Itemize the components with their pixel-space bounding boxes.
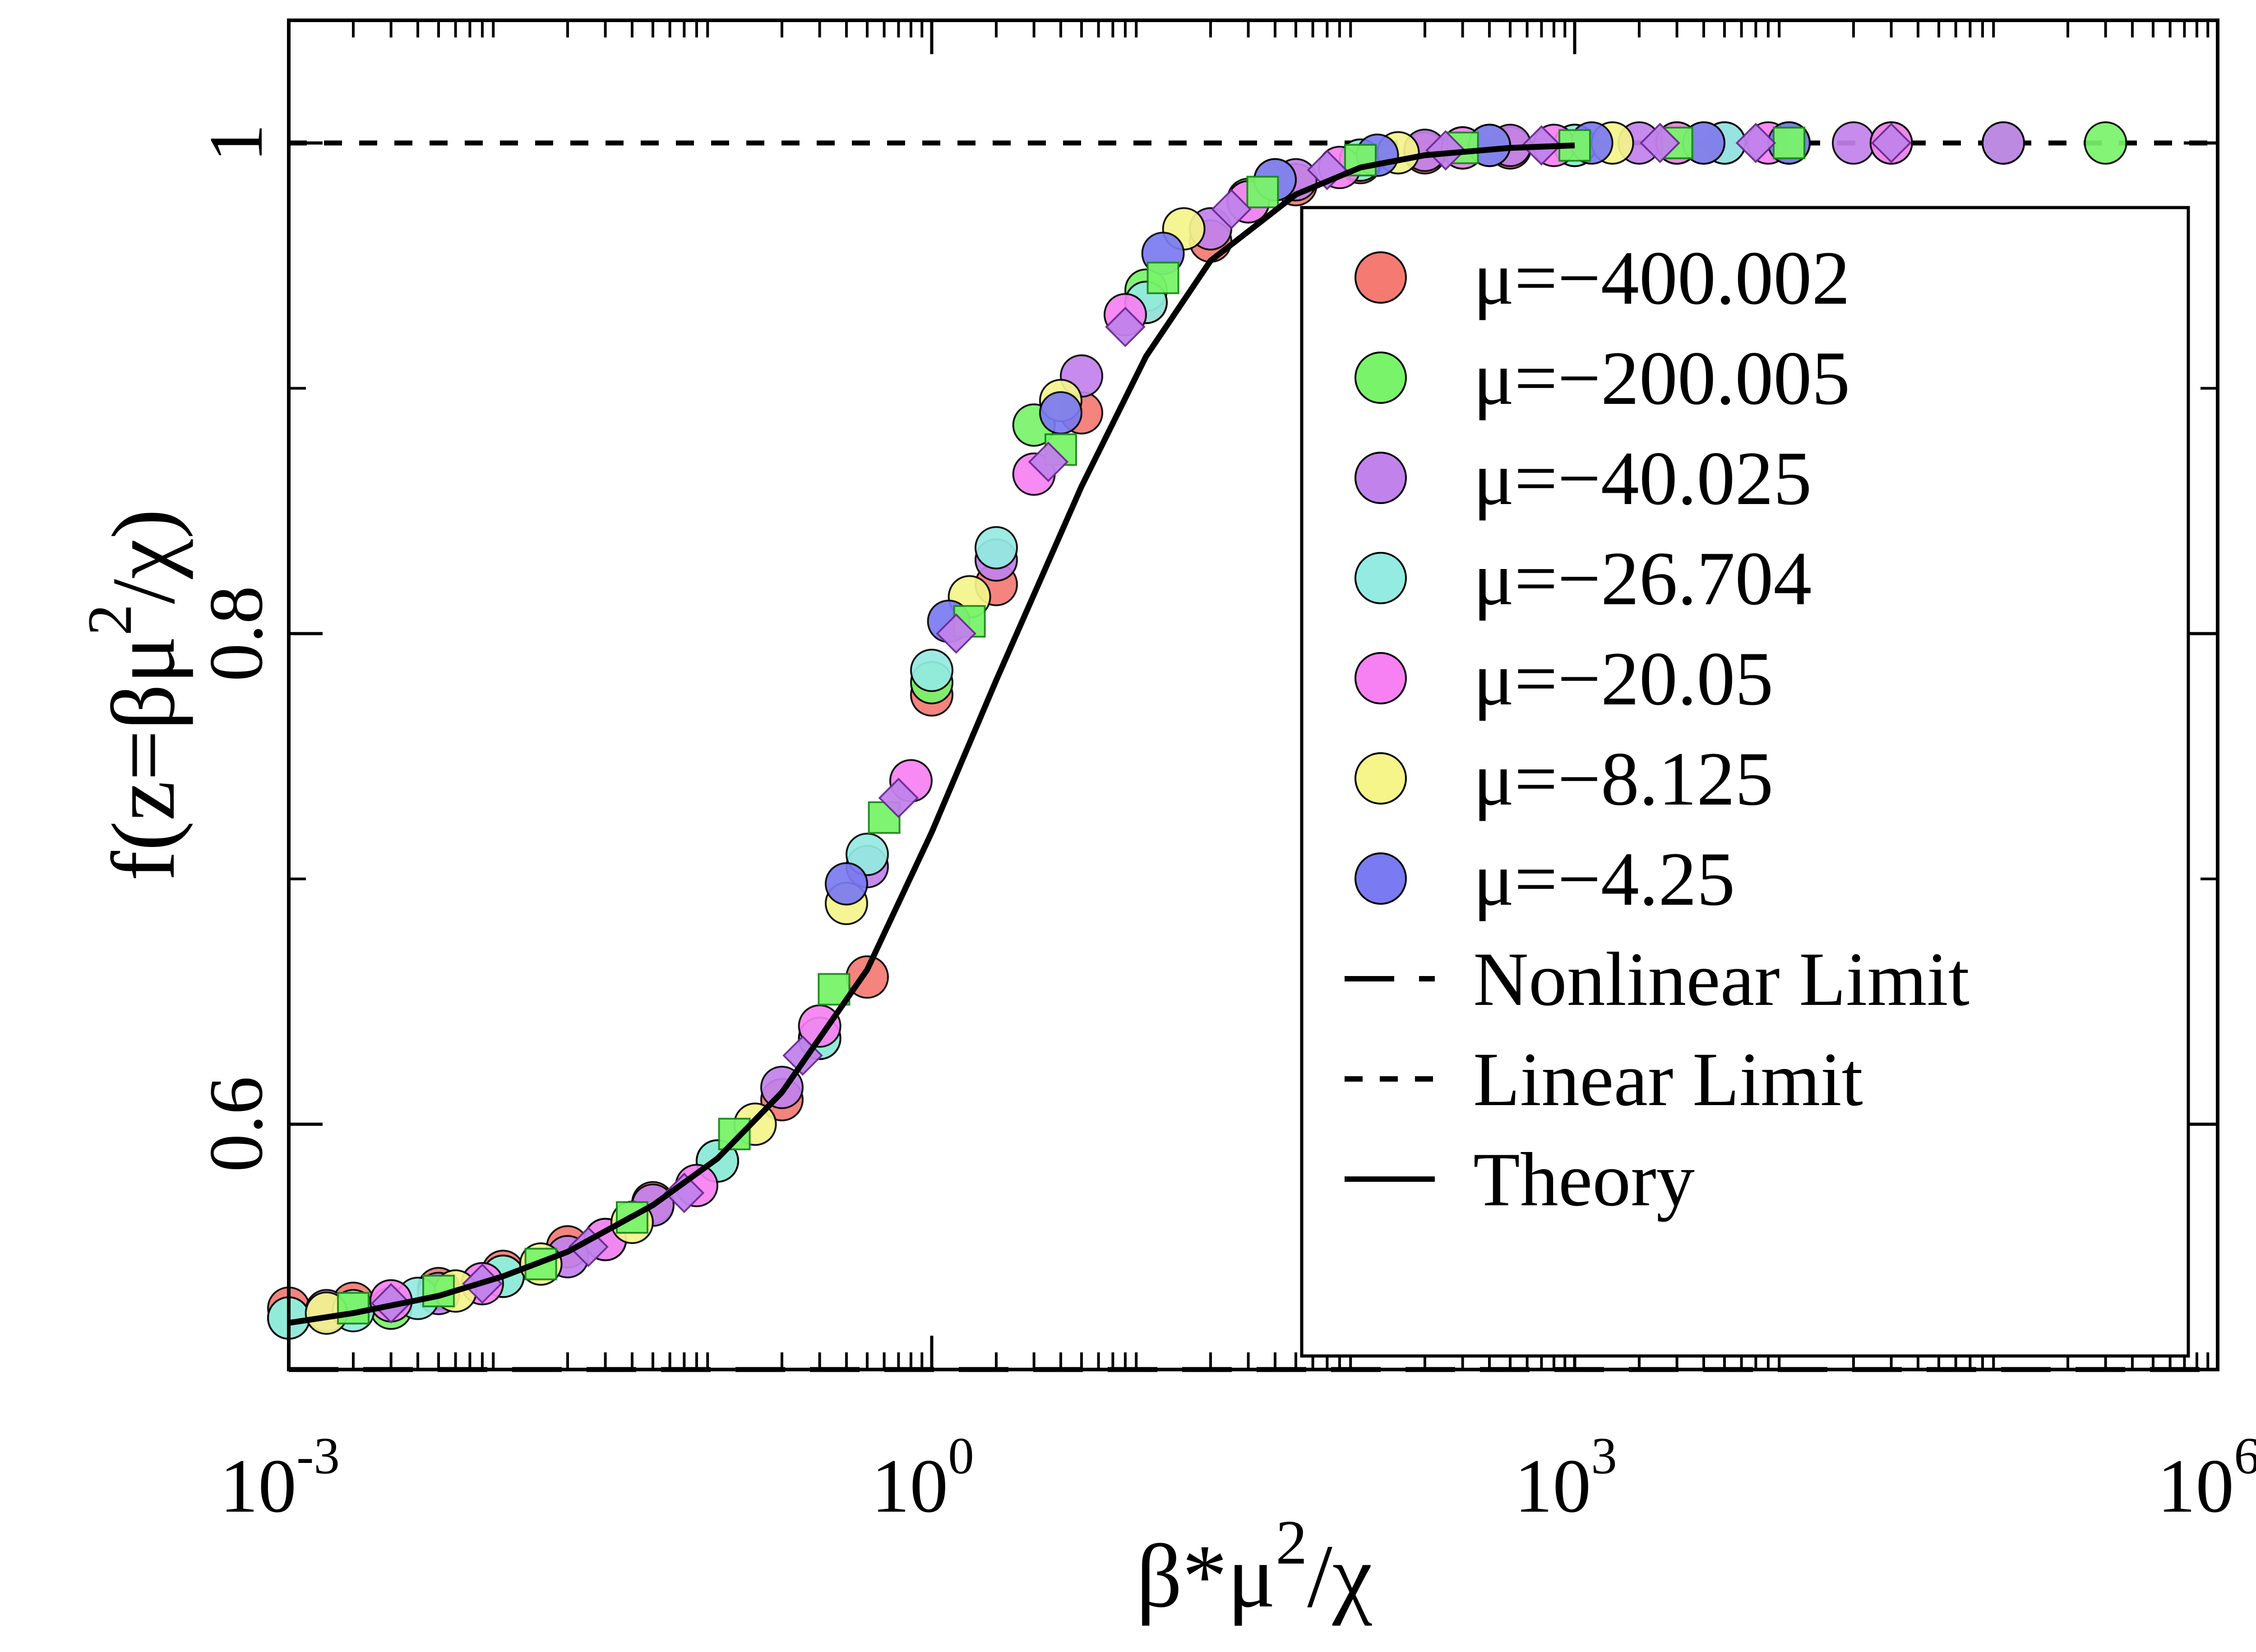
legend-marker — [1355, 652, 1407, 704]
x-tick-base: 10 — [220, 1444, 296, 1528]
data-point-diamond — [936, 613, 976, 654]
data-point-diamond — [1105, 306, 1146, 347]
data-point-diamond — [664, 1172, 705, 1213]
data-point — [1982, 121, 2025, 165]
legend-marker — [1355, 752, 1407, 805]
x-tick-exponent: -3 — [296, 1427, 340, 1485]
legend: μ=−400.002 μ=−200.005 μ=−40.025 μ=−26.704 μ=… — [1300, 206, 2190, 1358]
legend-label: Theory — [1473, 1137, 1695, 1222]
x-axis-label-sup: 2 — [1276, 1508, 1307, 1578]
x-axis-label-base: β*μ — [1136, 1527, 1276, 1626]
legend-label: μ=−200.005 — [1473, 336, 1850, 421]
legend-box — [1300, 206, 2190, 1358]
data-point-diamond — [1735, 122, 1776, 163]
y-tick-label-group: 0.6 — [194, 1076, 278, 1172]
data-point-diamond — [1425, 130, 1466, 171]
x-tick-label: 103 — [1514, 1427, 1617, 1528]
y-axis-label-sup: 2 — [75, 604, 145, 636]
legend-label: μ=−40.025 — [1473, 436, 1812, 521]
x-tick-exponent: 0 — [948, 1427, 974, 1485]
legend-marker — [1355, 352, 1407, 404]
x-tick-exponent: 6 — [2234, 1427, 2256, 1485]
data-point-diamond — [1871, 122, 1912, 163]
y-tick-label-group: 1 — [194, 124, 278, 162]
svg-text:f(z=βμ2/χ): f(z=βμ2/χ) — [75, 509, 194, 881]
plot-frame — [287, 19, 2219, 1371]
x-tick-base: 10 — [871, 1444, 948, 1528]
legend-label: μ=−26.704 — [1473, 536, 1812, 621]
x-tick-base: 10 — [1514, 1444, 1591, 1528]
y-axis-label-base: f(z=βμ — [94, 636, 194, 881]
x-axis-label: β*μ2/χ — [1136, 1508, 1372, 1626]
data-point-diamond — [1211, 189, 1252, 230]
y-axis-label-tail: /χ) — [94, 509, 194, 604]
x-tick-label: 106 — [2157, 1427, 2256, 1528]
y-tick-label: 0.6 — [194, 1076, 278, 1172]
legend-label: μ=−400.002 — [1473, 236, 1850, 320]
legend-label: Nonlinear Limit — [1473, 937, 1969, 1022]
legend-label: μ=−4.25 — [1473, 837, 1735, 921]
data-point-square — [1146, 261, 1179, 294]
x-tick-base: 10 — [2157, 1444, 2234, 1528]
data-point — [2084, 121, 2127, 165]
x-axis-label-tail: /χ — [1307, 1527, 1372, 1626]
theory-curve-layer — [288, 142, 1575, 1326]
data-point — [846, 833, 889, 876]
x-tick-exponent: 3 — [1591, 1427, 1617, 1485]
data-point — [1039, 391, 1082, 435]
legend-marker — [1355, 852, 1407, 905]
data-point-square — [1773, 126, 1805, 159]
data-point-diamond — [878, 777, 919, 819]
legend-marker — [1355, 552, 1407, 604]
data-markers — [267, 121, 2127, 1340]
x-tick-label: 100 — [871, 1427, 974, 1528]
y-axis-label: f(z=βμ2/χ) — [75, 509, 194, 881]
data-point-square — [1246, 176, 1279, 208]
legend-marker — [1355, 251, 1407, 304]
y-tick-label: 0.8 — [194, 586, 278, 682]
y-tick-label-group: 0.8 — [194, 586, 278, 682]
data-point-diamond — [1640, 122, 1680, 163]
x-tick-label: 10-3 — [220, 1427, 340, 1528]
theory-curve — [288, 142, 1575, 1326]
legend-label: Linear Limit — [1473, 1037, 1863, 1122]
data-point — [910, 648, 953, 692]
data-point-diamond — [1028, 441, 1069, 482]
data-point — [974, 526, 1018, 569]
legend-label: μ=−8.125 — [1473, 736, 1773, 821]
y-tick-label: 1 — [194, 124, 278, 162]
data-point — [1831, 121, 1875, 165]
legend-marker — [1355, 452, 1407, 504]
data-point — [824, 862, 868, 906]
legend-items: μ=−400.002 μ=−200.005 μ=−40.025 μ=−26.704 μ=… — [1345, 236, 1969, 1222]
legend-label: μ=−20.05 — [1473, 636, 1773, 721]
